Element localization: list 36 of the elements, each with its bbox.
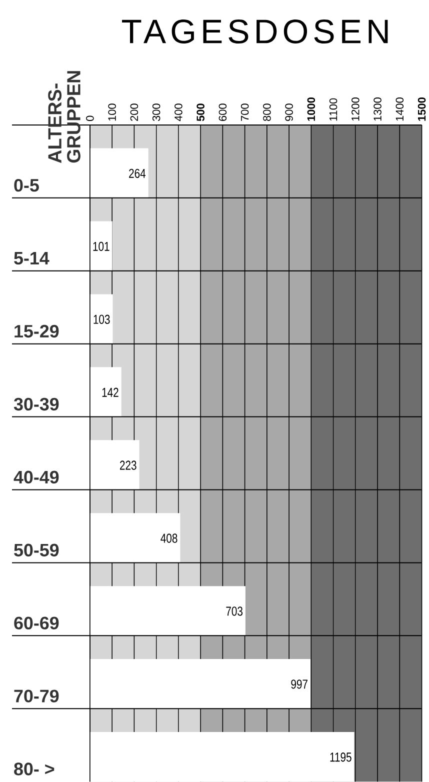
y-tick-label: 40-49 xyxy=(14,470,59,484)
x-tick-label: 1200 xyxy=(352,98,360,121)
x-tick-label: 1300 xyxy=(374,98,382,121)
x-tick-label: 400 xyxy=(174,104,182,122)
data-label: 997 xyxy=(291,680,308,689)
data-label: 142 xyxy=(102,388,118,397)
x-tick-label: 900 xyxy=(285,104,293,121)
x-tick-label: 1500 xyxy=(418,98,426,121)
y-tick-label: 70-79 xyxy=(14,690,59,702)
y-tick-label: 30-39 xyxy=(14,398,59,411)
x-tick-label: 600 xyxy=(218,104,227,121)
data-label: 703 xyxy=(226,606,243,616)
data-label: 103 xyxy=(94,314,110,324)
chart-title: TAGESDOSEN xyxy=(122,20,388,44)
y-tick-label: 5-14 xyxy=(14,252,50,265)
x-tick-label: 1000 xyxy=(307,98,316,121)
y-tick-label: 60-69 xyxy=(14,616,59,630)
x-tick-label: 500 xyxy=(196,104,204,122)
y-tick-label: 80- > xyxy=(14,762,54,776)
y-tick-label: 50-59 xyxy=(14,544,59,556)
x-tick-label: 800 xyxy=(263,104,271,121)
x-tick-label: 700 xyxy=(240,104,249,121)
x-tick-label: 300 xyxy=(152,104,160,122)
x-tick-label: 1100 xyxy=(329,98,338,121)
data-label: 408 xyxy=(160,534,178,543)
x-tick-label: 200 xyxy=(130,104,138,121)
y-tick-label: 15-29 xyxy=(14,324,59,338)
x-tick-label: 100 xyxy=(108,104,116,121)
y-tick-label: 0-5 xyxy=(14,178,39,192)
x-tick-label: 0 xyxy=(86,116,94,122)
data-label: 1195 xyxy=(330,752,352,762)
x-tick-label: 1400 xyxy=(396,98,404,121)
data-label: 101 xyxy=(93,242,110,251)
y-axis-title: ALTERS-GRUPPEN xyxy=(48,71,80,163)
data-label: 223 xyxy=(120,460,136,470)
data-label: 264 xyxy=(129,168,146,178)
